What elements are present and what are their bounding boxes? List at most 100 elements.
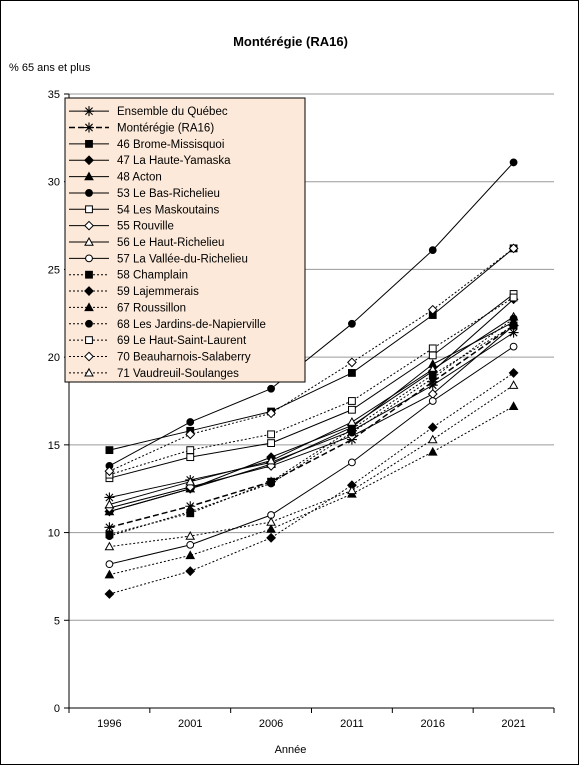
- data-point: [348, 369, 356, 377]
- data-point: [104, 522, 115, 533]
- legend-marker: [85, 270, 93, 279]
- series-line: [109, 293, 514, 479]
- data-point: [347, 485, 357, 495]
- legend-marker: [85, 336, 93, 345]
- data-point: [185, 566, 196, 577]
- x-tick-label: 2006: [259, 718, 283, 730]
- legend-marker: [84, 236, 94, 246]
- data-point: [266, 517, 276, 526]
- legend-marker: [84, 302, 94, 312]
- series-line: [109, 162, 514, 467]
- data-point: [348, 458, 356, 467]
- legend-label: Montérégie (RA16): [117, 123, 214, 135]
- data-point: [509, 158, 518, 167]
- data-point: [104, 569, 115, 579]
- data-point: [508, 327, 519, 338]
- data-point: [428, 246, 437, 255]
- data-point: [508, 243, 519, 254]
- legend-marker: [85, 189, 93, 197]
- data-point: [186, 540, 195, 549]
- legend-label: 56 Le Haut-Richelieu: [117, 237, 224, 249]
- y-tick-label: 20: [48, 352, 60, 364]
- data-point: [186, 446, 195, 455]
- legend-label: 58 Champlain: [117, 270, 188, 282]
- data-point: [347, 357, 357, 368]
- data-point: [104, 589, 115, 599]
- legend-marker: [85, 139, 93, 148]
- data-point: [347, 417, 357, 426]
- y-tick-label: 0: [54, 703, 60, 715]
- legend-label: 59 Lajemmerais: [117, 286, 199, 298]
- data-point: [509, 293, 518, 302]
- legend-label: Ensemble du Québec: [117, 106, 228, 118]
- y-tick-label: 35: [48, 89, 60, 101]
- legend-marker: [85, 205, 93, 214]
- series-line: [109, 324, 515, 529]
- data-point: [427, 434, 438, 444]
- y-axis-label: % 65 ans et plus: [9, 62, 91, 74]
- data-point: [509, 342, 518, 351]
- legend-marker: [84, 286, 94, 296]
- y-tick-label: 15: [48, 440, 60, 452]
- data-point: [104, 466, 115, 477]
- y-tick-label: 30: [48, 177, 60, 189]
- data-point: [266, 455, 276, 465]
- series-line: [109, 384, 514, 548]
- data-point: [348, 397, 356, 405]
- legend-label: 69 Le Haut-Saint-Laurent: [117, 335, 247, 347]
- data-point: [104, 492, 115, 503]
- data-point: [509, 314, 518, 323]
- data-point: [266, 524, 276, 533]
- series-line: [109, 405, 514, 576]
- series-line: [109, 247, 514, 451]
- series-line: [109, 247, 514, 472]
- data-point: [508, 380, 519, 389]
- legend-box: [64, 97, 306, 383]
- data-point: [427, 304, 438, 315]
- series-line: [109, 318, 514, 537]
- legend-marker: [84, 106, 94, 117]
- chart-title: Montérégie (RA16): [233, 34, 348, 49]
- data-point: [267, 479, 275, 488]
- legend-marker: [85, 319, 93, 328]
- data-point: [428, 344, 437, 353]
- data-point: [185, 501, 196, 512]
- series-line: [109, 332, 514, 498]
- legend-label: 47 La Haute-Yamaska: [117, 155, 231, 167]
- data-point: [267, 430, 275, 439]
- data-point: [427, 446, 438, 456]
- data-point: [348, 428, 356, 437]
- series-line: [109, 325, 514, 535]
- series-line: [109, 316, 514, 505]
- legend-label: 48 Acton: [117, 172, 162, 184]
- data-point: [185, 476, 196, 486]
- data-point: [186, 507, 195, 516]
- legend-marker: [84, 155, 94, 166]
- data-point: [185, 429, 196, 440]
- legend-label: 71 Vaudreuil-Soulanges: [117, 368, 239, 380]
- series-line: [109, 325, 514, 509]
- legend-label: 70 Beauharnois-Salaberry: [117, 351, 251, 363]
- data-point: [186, 418, 195, 426]
- data-point: [266, 408, 276, 419]
- data-point: [105, 446, 114, 455]
- data-point: [509, 321, 518, 330]
- series-line: [109, 346, 514, 565]
- data-point: [185, 531, 196, 540]
- x-tick-label: 2001: [178, 718, 202, 730]
- data-point: [508, 368, 519, 378]
- data-point: [428, 397, 437, 405]
- legend-label: 57 La Vallée-du-Richelieu: [117, 253, 248, 265]
- y-tick-label: 25: [48, 264, 60, 276]
- data-point: [105, 560, 114, 569]
- x-tick-label: 2021: [501, 718, 525, 730]
- data-point: [266, 532, 276, 543]
- x-axis-label: Année: [274, 744, 307, 756]
- series-line: [109, 321, 514, 513]
- data-point: [267, 384, 275, 393]
- legend-marker: [84, 171, 94, 181]
- data-point: [428, 351, 437, 360]
- data-point: [348, 319, 356, 328]
